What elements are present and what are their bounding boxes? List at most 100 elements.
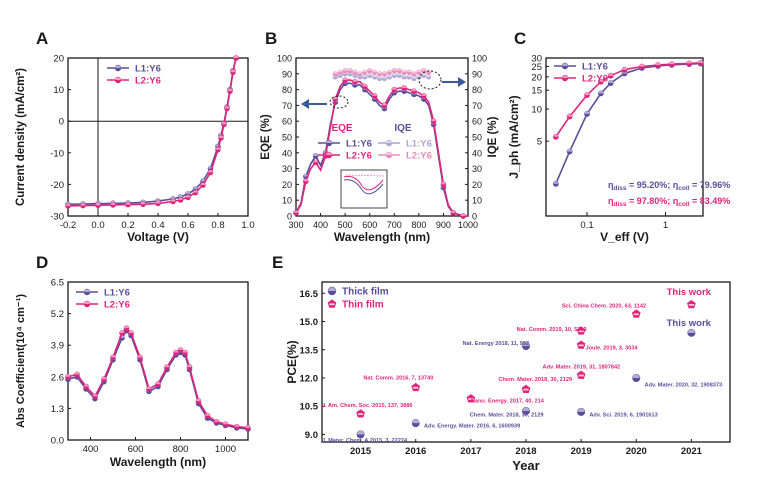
panel-A-L2-marker (125, 201, 131, 208)
panel-B-iqe-L1-legend-marker (385, 139, 393, 147)
panel-B-L2-iqe-marker (381, 71, 388, 77)
panel-A-L2-marker (65, 203, 71, 209)
panel-B-L1-iqe-marker (381, 75, 388, 82)
panel-D-L2-marker (186, 364, 193, 370)
panel-E-thin-marker (411, 382, 421, 392)
panel-D-L2-marker (137, 354, 143, 361)
panel-B-right-arrowhead (458, 77, 466, 87)
panel-B-xlabel: Wavelength (nm) (334, 230, 430, 244)
panel-D-ytick-label: 5.2 (51, 309, 64, 320)
panel-C-frame (545, 57, 704, 217)
panel-E-thin-marker (466, 394, 476, 403)
panel-D-L1-legend-marker (83, 288, 91, 296)
panel-A-L2-marker (215, 146, 221, 153)
panel-E-xtick-label: 2017 (460, 446, 481, 457)
panel-D-L2-marker (119, 330, 125, 336)
panel-A-L2-marker (200, 182, 206, 188)
panel-E-reference-label: Adv. Energy. Mater. 2016, 6, 1600939 (424, 424, 520, 430)
panel-A-ytick-label: -30 (50, 212, 64, 223)
panel-B-L1-iqe-marker (372, 74, 378, 80)
panel-C-L1-marker (584, 111, 590, 117)
panel-B-ytick-label: 30 (282, 164, 292, 174)
panel-B-ytick-label-right: 90 (472, 69, 482, 79)
panel-C-L1-marker (597, 90, 604, 97)
panel-A-ytick-label: -20 (50, 180, 64, 191)
panel-B-L2-eqe-marker (381, 102, 388, 109)
panel-D-L2-marker (182, 349, 188, 356)
panel-D-L2-marker (177, 347, 184, 353)
panel-E-reference-label: Chem. Mater. 2018, 30, 2129 (470, 412, 544, 418)
panel-C-L1-marker (607, 80, 614, 86)
panel-C-ytick-label: 30 (531, 54, 542, 65)
panel-E-xtick-label: 2016 (405, 446, 426, 457)
panel-E-legend-thick: Thick film (342, 287, 389, 298)
panel-B-iqe-L2-legend-marker (385, 151, 393, 159)
panel-E-ytick-label: 13.5 (300, 345, 319, 356)
panel-B-ytick-label: 50 (282, 133, 292, 143)
panel-B-ytick-label: 10 (282, 196, 292, 206)
panel-E-this-work-label: This work (667, 318, 712, 329)
panel-B-inset-curve (343, 175, 384, 191)
panel-E-reference-label: Nat. Energy 2018, 11, 952 (463, 341, 530, 347)
panel-B-ytick-label-right: 70 (472, 101, 482, 111)
panel-D-xtick-label: 400 (83, 444, 99, 455)
panel-C-ytick-label: 15 (531, 86, 542, 97)
panel-A-L1-legend-marker (114, 64, 122, 72)
panel-A-ytick-label: -10 (50, 148, 64, 159)
panel-E-reference-label: J. Am. Chem. Soc. 2015, 137, 3886 (322, 403, 413, 409)
panel-D-L1-line (67, 329, 249, 430)
panel-B-inset-curve (345, 174, 385, 177)
panel-C-L2-legend-label: L2:Y6 (582, 74, 608, 85)
panel-B-L2-iqe-marker (406, 69, 412, 75)
panel-C-ytick-label: 5 (537, 137, 542, 148)
panel-letter-D: D (36, 253, 48, 272)
panel-E-ytick-label: 9.0 (305, 430, 318, 441)
panel-B-ytick-label-right: 10 (472, 196, 482, 206)
panel-E-legend-thin: Thin film (342, 300, 384, 311)
panel-C-ylabel: J_ph (mA/cm²) (507, 95, 521, 178)
panel-E-reference-label: Sci. China Chem. 2020, 63, 1142 (562, 303, 646, 309)
panel-A-L2-marker (233, 55, 239, 61)
panel-D-L2-marker (222, 421, 229, 428)
panel-E-thick-marker (577, 407, 586, 416)
panel-D-L2-marker (204, 412, 211, 419)
panel-B-L2-eqe-marker (312, 159, 319, 166)
panel-C-efficiency-annotation: ηdiss = 97.80%; ηcoll = 83.49% (608, 196, 730, 208)
panel-B-left-arrowhead (301, 99, 309, 109)
panel-A-L2-marker (185, 194, 191, 201)
panel-B-iqe-L2-legend-label: L2:Y6 (406, 151, 432, 162)
panel-C-xlabel: V_eff (V) (600, 230, 649, 244)
panel-B-xtick-label: 1000 (458, 220, 478, 230)
panel-B-eqe-L1-legend-label: L1:Y6 (346, 139, 372, 150)
panel-B-iqe-L1-legend-label: L1:Y6 (406, 139, 432, 150)
panel-D-L2-marker (155, 381, 161, 387)
panel-A-L2-marker (80, 202, 86, 209)
panel-B-L2-iqe-marker (386, 69, 392, 75)
panel-E-ytick-label: 12.0 (300, 374, 319, 385)
panel-A-L2-marker (224, 105, 230, 112)
panel-B-eqe-L2-legend-marker (325, 151, 333, 159)
panel-E-xtick-label: 2021 (681, 446, 703, 457)
panel-C-L1-line (555, 62, 701, 185)
panel-E-reference-label: Nano. Energy. 2017, 40, 214 (471, 399, 545, 405)
panel-B-eqe-L1-legend-marker (325, 139, 333, 147)
panel-D-ytick-label: 3.9 (51, 341, 64, 352)
panel-B-L2-eqe-marker (411, 88, 417, 94)
panel-B-L2-iqe-marker (372, 69, 378, 75)
panel-B-L2-eqe-marker (440, 181, 447, 188)
panel-C-L2-marker (584, 92, 590, 98)
panel-A-xtick-label: 0.2 (121, 220, 134, 231)
panel-D-L2-marker (233, 423, 240, 430)
panel-B-L1-iqe-marker (426, 74, 432, 80)
panel-A-L2-marker (230, 69, 236, 76)
panel-D-xtick-label: 1000 (215, 444, 236, 455)
panel-B-inset (340, 169, 388, 209)
panel-B-L1-iqe-marker (376, 75, 383, 82)
panel-E-reference-label: Chem. Mater. 2018, 30, 2129 (498, 377, 572, 383)
panel-A-L2-legend-marker (114, 76, 122, 84)
panel-E-reference-label: Adv. Sci. 2019, 6, 1901613 (589, 412, 657, 418)
panel-C-L2-marker (597, 78, 604, 85)
panel-A-ytick-label: 10 (53, 85, 64, 96)
panel-D-L2-legend-marker (83, 300, 91, 308)
panel-D-xtick-label: 800 (173, 444, 189, 455)
